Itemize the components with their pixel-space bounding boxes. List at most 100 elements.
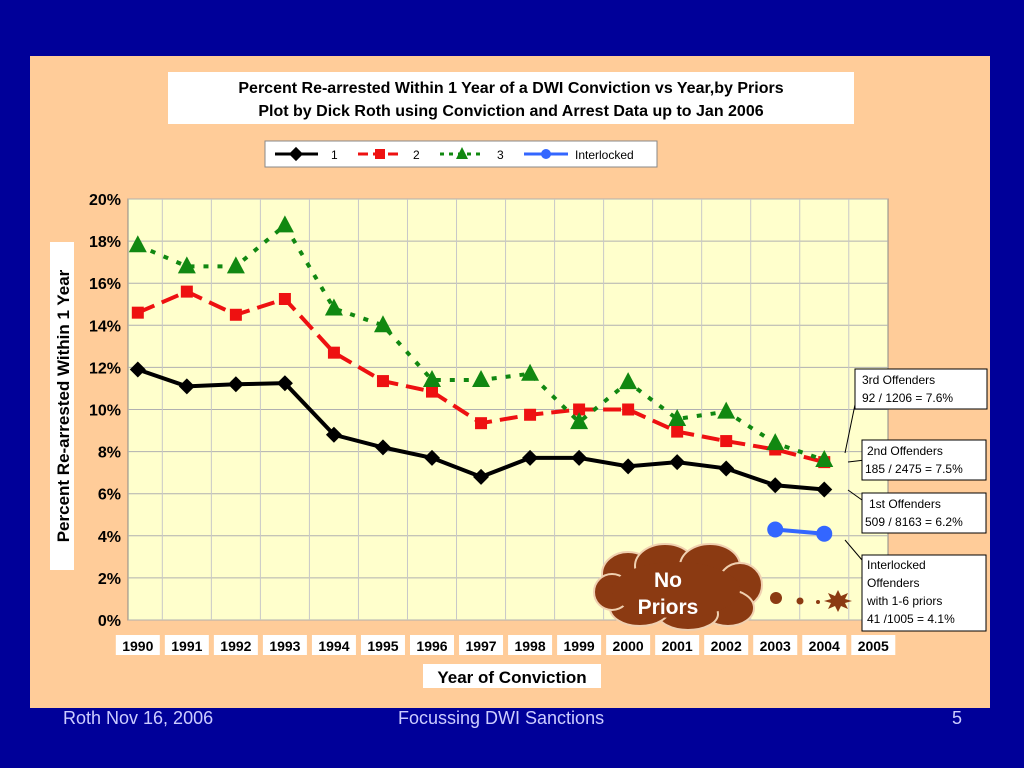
annotation-interlocked: Interlocked Offenders with 1-6 priors 41… [844,539,987,632]
data-point [472,370,491,388]
data-point [178,378,195,395]
x-tick-label: 1990 [122,638,153,654]
data-point [325,426,342,443]
data-point [324,298,343,316]
data-point [423,370,441,388]
data-point [718,460,735,477]
series-layer [128,215,834,542]
x-tick-box [704,635,749,655]
annotation-1st-line2: 509 / 8163 = 6.2% [865,515,963,529]
x-tick-box [410,635,454,655]
x-tick-box [115,635,160,655]
y-tick-label: 2% [98,571,121,588]
data-point [720,435,733,448]
annotation-interlocked-line2: Offenders [867,576,919,590]
annotation-1st-offenders: 1st Offenders 509 / 8163 = 6.2% [847,489,987,534]
data-point [816,525,833,542]
x-tick-box [802,635,847,655]
x-tick-label: 1997 [465,638,496,654]
data-point [573,403,586,416]
annotation-3rd-line2: 92 / 1206 = 7.6% [862,391,953,405]
legend-label-3: 3 [497,148,504,162]
x-tick-label: 1992 [220,638,251,654]
x-tick-label: 1993 [269,638,300,654]
x-tick-label: 2003 [760,638,791,654]
x-tick-box [655,635,700,655]
data-point [473,468,490,485]
data-point [816,481,833,498]
data-point [766,433,785,451]
series-line [775,527,825,536]
x-tick-label: 2000 [613,638,644,654]
legend-label-2: 2 [413,148,420,162]
data-point [327,346,340,359]
legend-label-interlocked: Interlocked [575,148,634,162]
legend: 1 2 3 Interlocked [264,140,658,168]
cloud-tail-dot-large [770,592,782,604]
annotation-interlocked-line3: with 1-6 priors [866,594,942,608]
y-tick-label: 12% [89,360,121,377]
data-point [180,285,193,298]
y-axis-label-box: Percent Re-arrested Within 1 Year [50,242,74,570]
annotation-1st-line1: 1st Offenders [869,497,941,511]
legend-label-1: 1 [331,148,338,162]
annotation-2nd-line1: 2nd Offenders [867,444,943,458]
x-tick-label: 1995 [367,638,398,654]
data-point [128,235,147,253]
x-tick-box [360,635,405,655]
y-tick-label: 10% [89,403,121,420]
data-point [229,308,242,321]
legend-item-interlocked: Interlocked [524,148,634,162]
series-interlocked [767,521,833,542]
y-tick-label: 6% [98,487,121,504]
data-point [767,477,784,494]
x-tick-box [753,635,798,655]
data-point [668,408,687,426]
x-tick-box [164,635,209,655]
y-tick-label: 14% [89,318,121,335]
no-priors-line1: No [654,569,682,592]
x-tick-box [851,635,896,655]
chart-subtitle: Plot by Dick Roth using Conviction and A… [258,103,763,120]
x-tick-label: 2005 [858,638,889,654]
annotation-3rd-line1: 3rd Offenders [862,373,935,387]
chart-title-box: Percent Re-arrested Within 1 Year of a D… [168,72,854,124]
data-point [426,385,438,398]
data-point [521,363,540,381]
x-tick-label: 1994 [318,638,349,654]
x-tick-label: 1999 [564,638,595,654]
cloud-tail-dot-tiny [816,600,820,604]
data-point [131,306,144,319]
cloud-tail-dot-small [796,597,804,605]
data-point [620,458,637,475]
data-point [276,375,293,392]
y-axis-label: Percent Re-arrested Within 1 Year [54,269,73,542]
footer-left: Roth Nov 16, 2006 [63,708,214,728]
data-point [226,256,245,274]
burst-icon [824,590,852,612]
legend-item-2: 2 [358,148,420,162]
data-point [669,454,686,471]
annotation-interlocked-line4: 41 /1005 = 4.1% [867,612,955,626]
x-tick-box [311,635,356,655]
x-tick-label: 1998 [514,638,545,654]
no-priors-line2: Priors [638,596,699,619]
y-tick-label: 0% [98,613,121,630]
y-tick-label: 16% [89,276,121,293]
y-tick-labels: 0% 2% 4% 6% 8% 10% 12% 14% 16% 18% 20% [89,192,121,630]
x-tick-box [459,635,504,655]
chart-title: Percent Re-arrested Within 1 Year of a D… [238,80,783,97]
data-point [619,372,638,390]
data-point [522,449,539,466]
data-point [622,403,635,416]
data-point [767,521,784,538]
data-point [129,361,146,378]
y-tick-label: 8% [98,445,121,462]
annotation-2nd-line2: 185 / 2475 = 7.5% [865,462,963,476]
annotation-interlocked-line1: Interlocked [867,558,926,572]
x-tick-box [557,635,602,655]
data-point [424,449,440,466]
data-point [374,439,391,456]
x-tick-box [213,635,258,655]
